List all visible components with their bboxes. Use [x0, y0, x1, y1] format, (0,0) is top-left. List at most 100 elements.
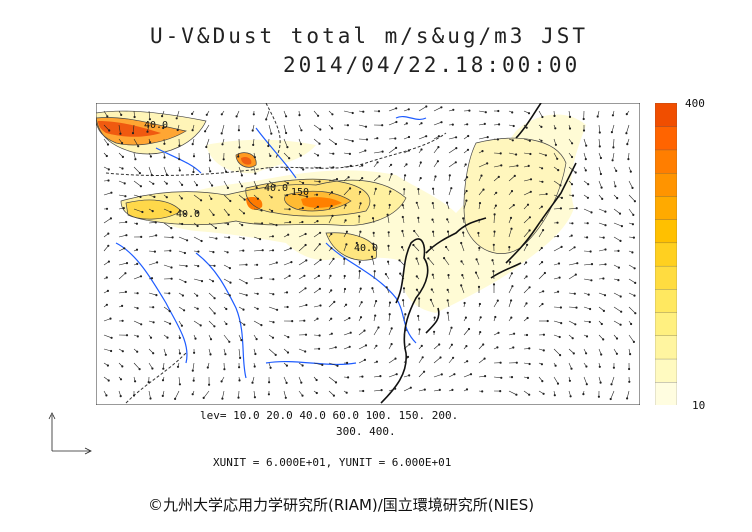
- wind-arrow-head: [344, 204, 347, 207]
- wind-arrow-head: [615, 352, 619, 355]
- wind-arrow: [373, 389, 382, 392]
- wind-arrow-head: [478, 302, 482, 306]
- wind-arrow-head: [182, 309, 186, 312]
- wind-arrow-head: [540, 125, 543, 129]
- wind-arrow-head: [149, 155, 153, 158]
- wind-arrow-head: [321, 363, 324, 367]
- wind-arrow-head: [599, 381, 602, 384]
- wind-arrow-head: [499, 152, 502, 155]
- wind-arrow-head: [229, 199, 232, 203]
- wind-arrow-head: [240, 174, 243, 177]
- wind-arrow-head: [415, 201, 418, 204]
- wind-arrow: [268, 348, 276, 356]
- wind-arrow-head: [213, 325, 216, 328]
- wind-arrow: [388, 373, 397, 378]
- wind-arrow-head: [610, 131, 614, 134]
- wind-arrow-head: [420, 122, 423, 125]
- wind-arrow-head: [433, 316, 436, 319]
- wind-arrow-head: [389, 190, 392, 193]
- wind-arrow-head: [213, 297, 216, 300]
- wind-arrow: [433, 107, 442, 112]
- wind-arrow: [238, 278, 247, 284]
- wind-arrow-head: [243, 198, 246, 201]
- wind-arrow: [223, 180, 229, 189]
- wind-arrow-head: [336, 364, 339, 367]
- wind-arrow-head: [571, 142, 574, 145]
- wind-arrow-head: [362, 110, 365, 113]
- wind-arrow: [148, 292, 157, 296]
- wind-arrow-head: [349, 187, 352, 190]
- wind-arrow-head: [332, 257, 335, 260]
- wind-arrow-head: [554, 143, 558, 146]
- wind-arrow-head: [418, 328, 421, 331]
- wind-arrow-head: [423, 370, 426, 373]
- wind-arrow-head: [138, 171, 142, 175]
- wind-arrow-head: [611, 114, 615, 117]
- wind-arrow-head: [452, 108, 455, 111]
- wind-arrow-head: [417, 314, 420, 318]
- wind-arrow-head: [586, 196, 590, 199]
- wind-arrow-head: [575, 306, 578, 309]
- wind-arrow-head: [300, 381, 303, 384]
- wind-arrow-head: [475, 258, 478, 261]
- wind-arrow-head: [165, 182, 168, 185]
- wind-arrow: [403, 344, 410, 350]
- wind-arrow-head: [202, 396, 205, 400]
- wind-arrow-head: [105, 276, 108, 279]
- wind-arrow-head: [417, 216, 420, 219]
- wind-arrow-head: [348, 317, 351, 320]
- wind-arrow-head: [132, 394, 136, 397]
- wind-arrow: [223, 264, 231, 269]
- wind-arrow-head: [568, 379, 572, 382]
- wind-arrow: [448, 327, 452, 336]
- wind-arrow-head: [107, 244, 110, 247]
- wind-arrow-head: [466, 123, 469, 126]
- wind-arrow-head: [196, 211, 199, 214]
- wind-arrow: [328, 376, 337, 383]
- colorbar-band: [654, 265, 678, 290]
- wind-arrow-head: [351, 139, 354, 143]
- wind-arrow: [148, 262, 158, 266]
- wind-arrow-head: [585, 383, 588, 386]
- wind-arrow-head: [178, 383, 181, 386]
- wind-arrow-head: [285, 291, 289, 294]
- wind-arrow-head: [527, 164, 530, 168]
- wind-arrow-head: [316, 219, 319, 223]
- wind-arrow: [553, 376, 559, 384]
- wind-arrow-head: [180, 183, 184, 186]
- wind-arrow-head: [107, 260, 110, 263]
- wind-arrow-head: [359, 316, 363, 319]
- wind-arrow-head: [553, 114, 556, 117]
- wind-arrow: [133, 180, 142, 187]
- wind-arrow: [204, 124, 210, 132]
- wind-arrow: [373, 327, 379, 336]
- wind-arrow: [568, 274, 576, 280]
- wind-arrow-head: [361, 176, 364, 180]
- wind-arrow-head: [269, 154, 272, 158]
- country-borders: [105, 103, 447, 404]
- wind-arrow-head: [432, 230, 435, 233]
- wind-arrow-head: [123, 182, 126, 185]
- wind-arrow-head: [175, 117, 178, 120]
- wind-arrow-head: [447, 274, 450, 277]
- wind-arrow: [132, 124, 135, 134]
- wind-arrow-head: [220, 380, 223, 383]
- wind-arrow: [413, 230, 420, 238]
- wind-arrow: [238, 166, 243, 176]
- wind-arrow-head: [196, 294, 199, 297]
- wind-arrow-head: [480, 174, 483, 177]
- wind-arrow-head: [570, 155, 574, 159]
- wind-arrow-head: [542, 349, 545, 352]
- wind-arrow-head: [559, 354, 562, 357]
- wind-arrow-head: [557, 262, 561, 265]
- wind-arrow: [388, 388, 396, 392]
- wind-arrow-head: [221, 397, 224, 400]
- wind-arrow-head: [151, 209, 154, 213]
- wind-arrow: [283, 248, 291, 252]
- wind-arrow: [193, 194, 202, 201]
- wind-arrow-head: [590, 279, 593, 282]
- wind-arrow-head: [574, 273, 577, 276]
- wind-arrow-head: [185, 265, 188, 268]
- wind-arrow: [343, 188, 351, 196]
- wind-arrow-head: [619, 295, 622, 298]
